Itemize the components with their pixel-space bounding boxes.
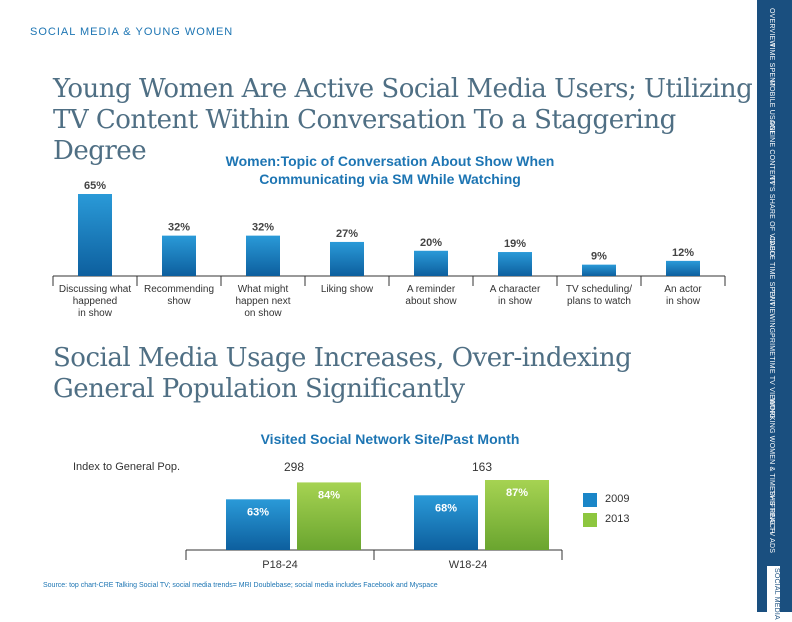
index-value-p18-24: 298	[283, 460, 305, 474]
legend-label-2009: 2009	[605, 493, 630, 505]
chart1-category-label: show	[167, 296, 191, 307]
legend-label-2013: 2013	[605, 513, 630, 525]
chart1-value-label: 19%	[504, 238, 526, 250]
chart1-value-label: 32%	[168, 222, 190, 234]
sidebar-item[interactable]: TV ADS	[768, 527, 775, 554]
sidebar-item[interactable]: TIME SPENT	[768, 43, 775, 88]
section-label: SOCIAL MEDIA & YOUNG WOMEN	[30, 26, 234, 38]
chart1-value-label: 9%	[591, 251, 607, 263]
chart1-bar	[78, 194, 112, 276]
chart2-value-label: 68%	[435, 502, 457, 514]
legend-swatch-2013	[583, 513, 597, 527]
chart1-bar	[666, 260, 700, 276]
chart2-title: Visited Social Network Site/Past Month	[260, 431, 520, 447]
chart1-category-label: Discussing what	[59, 284, 131, 295]
sidebar-item[interactable]: SOCIAL MEDIA	[767, 566, 780, 622]
sidebar-item[interactable]: MOBILE USAGE	[768, 80, 775, 136]
chart1-bar	[498, 252, 532, 276]
chart1-value-label: 20%	[420, 237, 442, 249]
chart2-value-label: 63%	[247, 506, 269, 518]
chart1-category-label: Recommending	[144, 284, 214, 295]
chart1-bar	[162, 235, 196, 276]
chart1-category-label: What might	[238, 284, 289, 295]
chart1-category-label: in show	[498, 296, 533, 307]
chart1-category-label: happen next	[235, 296, 290, 307]
chart2-bar-2009	[226, 499, 290, 550]
chart2-value-label: 87%	[506, 487, 528, 499]
chart1-category-label: in show	[78, 308, 113, 319]
sidebar-item[interactable]: ONLINE CONTENT	[768, 120, 775, 185]
headline-bottom: Social Media Usage Increases, Over-index…	[53, 343, 632, 404]
index-label: Index to General Pop.	[73, 461, 181, 473]
sidebar-item[interactable]: CABLE TIME SPENT	[768, 236, 775, 306]
sidebar-item[interactable]: TV VIEWING	[768, 290, 775, 334]
chart2-bar-2013	[485, 480, 549, 550]
chart2-value-label: 84%	[318, 489, 340, 501]
chart1-category-label: happened	[73, 296, 118, 307]
sidebar-item[interactable]: WORKING WOMEN & TIMESHIFTING	[768, 398, 775, 526]
chart1-category-label: in show	[666, 296, 701, 307]
chart2-bar-2009	[414, 495, 478, 550]
chart1-category-label: A character	[490, 284, 541, 295]
chart1-value-label: 32%	[252, 222, 274, 234]
chart2-category-label: P18-24	[262, 559, 297, 571]
sidebar-item[interactable]: OVERVIEW	[768, 8, 775, 48]
source-note: Source: top chart-CRE Talking Social TV;…	[43, 582, 438, 589]
chart2-bar-2013	[297, 482, 361, 550]
chart1-value-label: 65%	[84, 180, 106, 192]
sidebar-item[interactable]: TV'S REACH	[768, 490, 775, 534]
chart1-category-label: TV scheduling/	[566, 284, 632, 295]
chart1-category-label: plans to watch	[567, 296, 631, 307]
chart1-bar	[246, 235, 280, 276]
chart1-category-label: on show	[244, 308, 282, 319]
chart1-bar	[582, 264, 616, 276]
legend-swatch-2009	[583, 493, 597, 507]
index-value-w18-24: 163	[471, 460, 493, 474]
chart1-category-label: A reminder	[407, 284, 456, 295]
sidebar-item[interactable]: PRIMETIME TV VIEWING	[768, 333, 775, 419]
sidebar-items: OVERVIEW TIME SPENT MOBILE USAGE ONLINE CON…	[757, 0, 792, 622]
sidebar-item[interactable]: TV'S SHARE OF VIDEO	[768, 176, 775, 257]
chart1-category-label: about show	[405, 296, 457, 307]
headline-top: Young Women Are Active Social Media User…	[53, 74, 753, 166]
chart1-category-label: An actor	[664, 284, 702, 295]
chart1-category-label: Liking show	[321, 284, 374, 295]
chart1-value-label: 12%	[672, 247, 694, 259]
chart2-category-label: W18-24	[449, 559, 488, 571]
chart1-bar	[414, 250, 448, 276]
chart1-bar	[330, 241, 364, 276]
chart1-value-label: 27%	[336, 228, 358, 240]
chart1-title: Women:Topic of Conversation About Show W…	[225, 153, 555, 187]
sidebar-nav: OVERVIEW TIME SPENT MOBILE USAGE ONLINE CON…	[757, 0, 792, 622]
